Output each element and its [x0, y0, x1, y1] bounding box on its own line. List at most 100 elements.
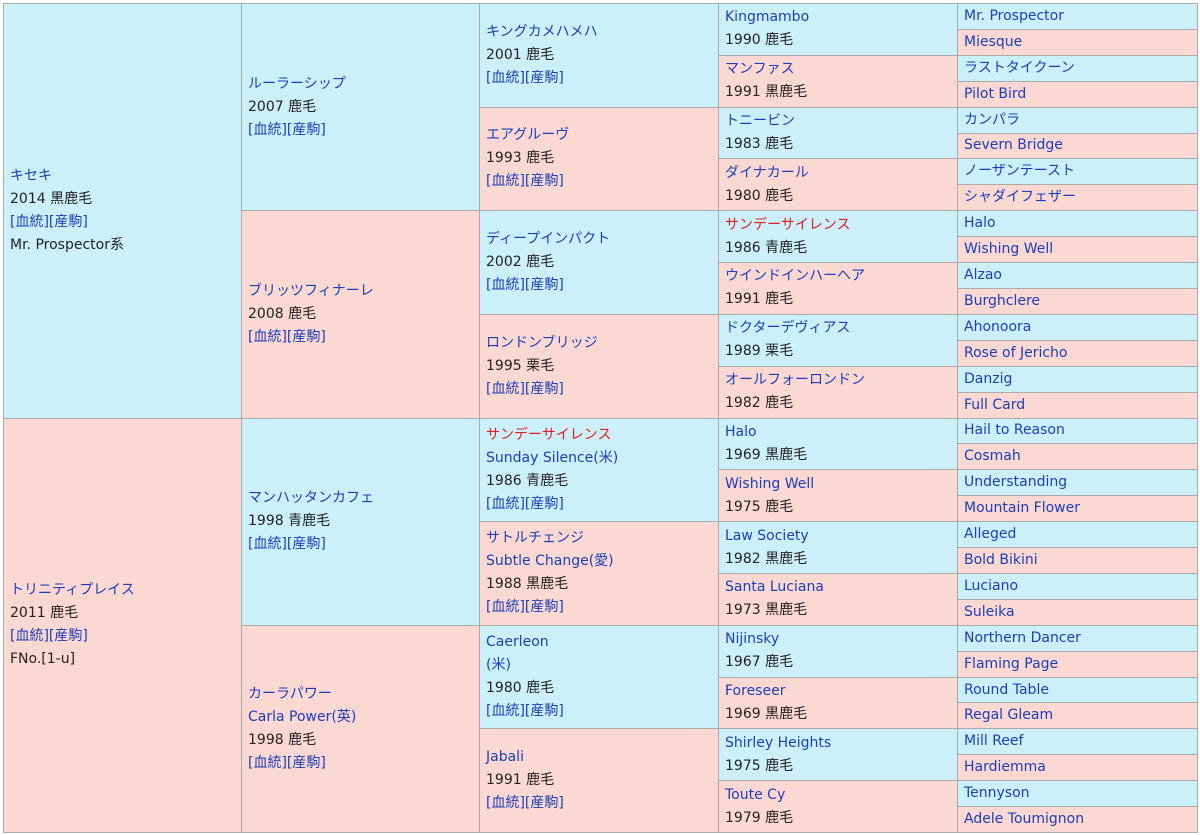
dam-dam-sire-name[interactable]: Caerleon	[486, 634, 549, 651]
gen4-name[interactable]: ドクターデヴィアス	[725, 320, 851, 337]
gen5-name[interactable]: Mill Reef	[964, 733, 1024, 750]
gen4-name[interactable]: トニービン	[725, 113, 795, 130]
gen4-name[interactable]: ダイナカール	[725, 164, 809, 181]
gen5-cell[interactable]: Ahonoora	[957, 313, 1198, 341]
subject-name[interactable]: キセキ	[10, 167, 52, 184]
gen5-cell[interactable]: シャダイフェザー	[957, 184, 1198, 212]
gen5-name[interactable]: Halo	[964, 215, 996, 232]
gen5-cell[interactable]: Northern Dancer	[957, 624, 1198, 652]
dam-sire-sire-name[interactable]: サンデーサイレンス	[486, 426, 612, 443]
gen5-name[interactable]: Cosmah	[964, 448, 1021, 465]
dam-name[interactable]: トリニティプレイス	[10, 582, 135, 599]
gen4-name[interactable]: Shirley Heights	[725, 734, 832, 751]
gen5-cell[interactable]: Hail to Reason	[957, 417, 1198, 445]
gen5-cell[interactable]: Hardiemma	[957, 754, 1198, 782]
gen5-cell[interactable]: Round Table	[957, 676, 1198, 704]
dam-dam-dam-name[interactable]: Jabali	[486, 749, 524, 766]
sire-links[interactable]: [血統][産駒]	[248, 121, 326, 138]
dam-dam-name[interactable]: カーラパワー	[248, 685, 332, 702]
gen4-name[interactable]: オールフォーロンドン	[725, 372, 865, 389]
gen5-name[interactable]: Rose of Jericho	[964, 344, 1068, 361]
sire-sire-name[interactable]: キングカメハメハ	[486, 23, 598, 40]
gen5-name[interactable]: ノーザンテースト	[964, 163, 1076, 180]
gen5-cell[interactable]: Regal Gleam	[957, 702, 1198, 730]
bmsire-links[interactable]: [血統][産駒]	[248, 328, 326, 345]
dam-sire-dam-alt[interactable]: Subtle Change(愛)	[486, 553, 614, 570]
bm-dam-links[interactable]: [血統][産駒]	[486, 380, 564, 397]
gen5-cell[interactable]: Burghclere	[957, 287, 1198, 315]
gen5-name[interactable]: Flaming Page	[964, 655, 1059, 672]
gen5-name[interactable]: Luciano	[964, 577, 1019, 594]
dam-dam-alt[interactable]: Carla Power(英)	[248, 708, 357, 725]
gen5-cell[interactable]: Mill Reef	[957, 728, 1198, 756]
gen5-cell[interactable]: Severn Bridge	[957, 132, 1198, 160]
dam-links[interactable]: [血統][産駒]	[10, 628, 88, 645]
gen5-cell[interactable]: Rose of Jericho	[957, 339, 1198, 367]
gen5-cell[interactable]: Luciano	[957, 572, 1198, 600]
gen5-name[interactable]: Northern Dancer	[964, 629, 1081, 646]
gen5-name[interactable]: Hail to Reason	[964, 422, 1065, 439]
gen5-cell[interactable]: Full Card	[957, 391, 1198, 419]
gen5-cell[interactable]: Flaming Page	[957, 650, 1198, 678]
dam-dam-sire-alt[interactable]: (米)	[486, 657, 511, 674]
bm-sire-name[interactable]: ディープインパクト	[486, 231, 611, 248]
gen4-name[interactable]: Kingmambo	[725, 9, 810, 26]
gen5-name[interactable]: Danzig	[964, 370, 1013, 387]
gen5-cell[interactable]: Danzig	[957, 365, 1198, 393]
gen5-name[interactable]: Alleged	[964, 526, 1017, 543]
sire-sire-links[interactable]: [血統][産駒]	[486, 69, 564, 86]
gen5-cell[interactable]: Alzao	[957, 262, 1198, 289]
gen4-name[interactable]: Foreseer	[725, 682, 786, 699]
bmsire-name[interactable]: ブリッツフィナーレ	[248, 282, 374, 299]
sire-name[interactable]: ルーラーシップ	[248, 75, 346, 92]
gen5-cell[interactable]: Pilot Bird	[957, 80, 1198, 108]
gen5-name[interactable]: カンパラ	[964, 111, 1020, 128]
dam-sire-sire-links[interactable]: [血統][産駒]	[486, 495, 564, 512]
gen5-name[interactable]: Alzao	[964, 267, 1002, 284]
gen5-cell[interactable]: Miesque	[957, 28, 1198, 56]
bm-sire-links[interactable]: [血統][産駒]	[486, 277, 564, 294]
bm-dam-name[interactable]: ロンドンブリッジ	[486, 334, 598, 351]
dam-dam-dam-links[interactable]: [血統][産駒]	[486, 795, 564, 812]
gen5-name[interactable]: Regal Gleam	[964, 707, 1054, 724]
gen4-name[interactable]: Law Society	[725, 527, 809, 544]
gen4-name[interactable]: Toute Cy	[725, 786, 786, 803]
gen5-name[interactable]: Wishing Well	[964, 241, 1054, 258]
dam-sire-dam-links[interactable]: [血統][産駒]	[486, 599, 564, 616]
gen5-name[interactable]: Severn Bridge	[964, 137, 1063, 154]
gen5-cell[interactable]: Halo	[957, 210, 1198, 238]
gen5-name[interactable]: Tennyson	[964, 785, 1030, 802]
dam-sire-name[interactable]: マンハッタンカフェ	[248, 490, 374, 507]
dam-sire-dam-name[interactable]: サトルチェンジ	[486, 530, 584, 547]
gen5-name[interactable]: Burghclere	[964, 292, 1041, 309]
gen5-cell[interactable]: Wishing Well	[957, 236, 1198, 264]
gen4-name[interactable]: Halo	[725, 423, 757, 440]
dam-sire-sire-alt[interactable]: Sunday Silence(米)	[486, 449, 619, 466]
gen5-cell[interactable]: Cosmah	[957, 443, 1198, 471]
gen5-name[interactable]: Mountain Flower	[964, 500, 1080, 517]
gen5-name[interactable]: Understanding	[964, 474, 1068, 491]
gen5-name[interactable]: Adele Toumignon	[964, 811, 1085, 828]
gen5-name[interactable]: Full Card	[964, 396, 1026, 413]
gen5-name[interactable]: Ahonoora	[964, 318, 1032, 335]
gen5-cell[interactable]: カンパラ	[957, 106, 1198, 134]
gen4-name[interactable]: Wishing Well	[725, 475, 815, 492]
gen4-name[interactable]: マンファス	[725, 61, 795, 78]
gen5-cell[interactable]: ノーザンテースト	[957, 158, 1198, 186]
dam-dam-sire-links[interactable]: [血統][産駒]	[486, 703, 564, 720]
sire-dam-links[interactable]: [血統][産駒]	[486, 173, 564, 190]
gen5-name[interactable]: Pilot Bird	[964, 85, 1027, 102]
gen5-cell[interactable]: Alleged	[957, 521, 1198, 549]
gen5-cell[interactable]: ラストタイクーン	[957, 54, 1198, 82]
gen5-cell[interactable]: Tennyson	[957, 780, 1198, 808]
gen4-name[interactable]: Nijinsky	[725, 631, 780, 648]
gen5-cell[interactable]: Mr. Prospector	[957, 3, 1198, 30]
gen4-name[interactable]: ウインドインハーヘア	[725, 268, 865, 285]
gen5-cell[interactable]: Understanding	[957, 469, 1198, 497]
sire-dam-name[interactable]: エアグルーヴ	[486, 127, 570, 144]
gen4-name[interactable]: Santa Luciana	[725, 579, 824, 596]
gen5-name[interactable]: シャダイフェザー	[964, 189, 1076, 206]
gen5-cell[interactable]: Mountain Flower	[957, 495, 1198, 523]
dam-sire-links[interactable]: [血統][産駒]	[248, 536, 326, 553]
gen5-name[interactable]: Hardiemma	[964, 759, 1046, 776]
